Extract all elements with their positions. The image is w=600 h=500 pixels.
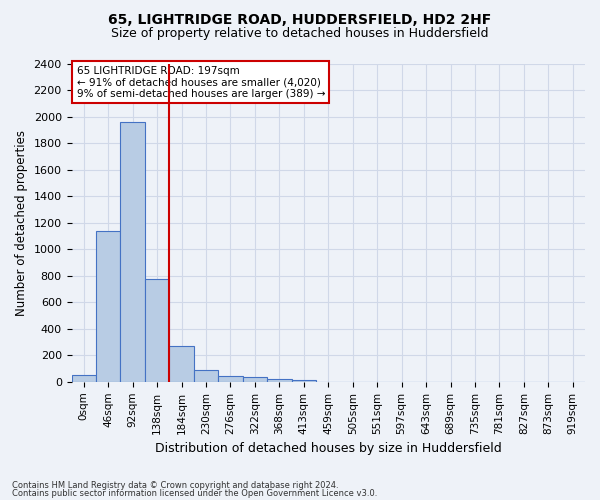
Bar [169,346,194,382]
Text: 65, LIGHTRIDGE ROAD, HUDDERSFIELD, HD2 2HF: 65, LIGHTRIDGE ROAD, HUDDERSFIELD, HD2 2… [109,12,491,26]
Text: Size of property relative to detached houses in Huddersfield: Size of property relative to detached ho… [111,28,489,40]
Bar [242,376,267,382]
Bar [71,375,96,382]
Bar [145,278,169,382]
Text: Contains HM Land Registry data © Crown copyright and database right 2024.: Contains HM Land Registry data © Crown c… [12,480,338,490]
Text: 65 LIGHTRIDGE ROAD: 197sqm
← 91% of detached houses are smaller (4,020)
9% of se: 65 LIGHTRIDGE ROAD: 197sqm ← 91% of deta… [77,66,325,99]
Bar [121,122,145,382]
Bar [267,378,292,382]
Text: Contains public sector information licensed under the Open Government Licence v3: Contains public sector information licen… [12,489,377,498]
Y-axis label: Number of detached properties: Number of detached properties [15,130,28,316]
Bar [194,370,218,382]
X-axis label: Distribution of detached houses by size in Huddersfield: Distribution of detached houses by size … [155,442,502,455]
Bar [218,376,242,382]
Bar [292,380,316,382]
Bar [96,231,121,382]
